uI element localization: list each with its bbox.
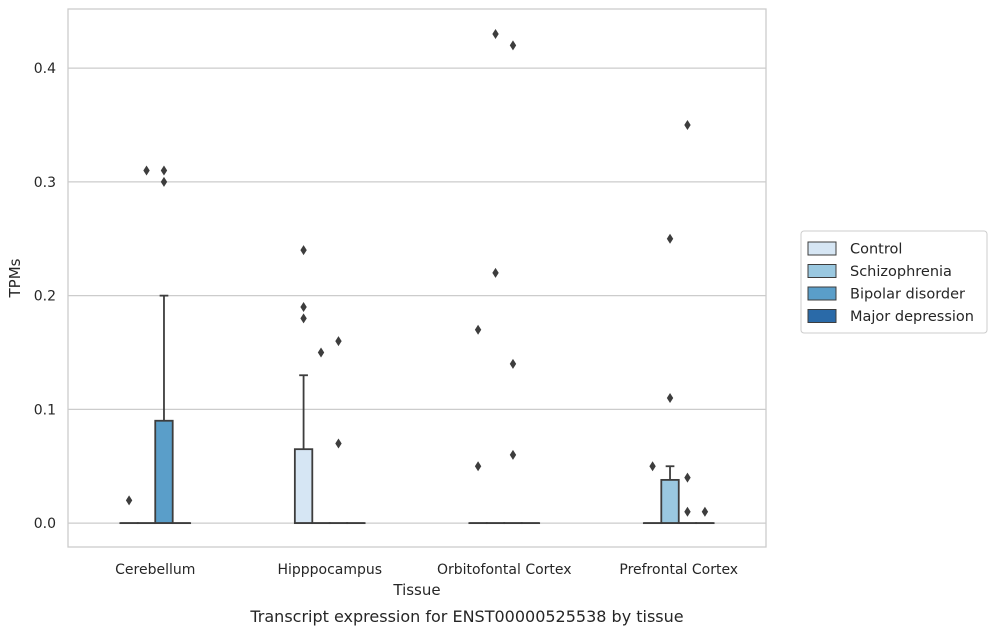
box-body	[293, 448, 314, 525]
legend: Control Schizophrenia Bipolar disorder Majo…	[800, 230, 988, 334]
box-body	[660, 478, 680, 525]
outlier-point	[300, 245, 307, 256]
box-bipolar-disorder	[503, 40, 523, 525]
outlier-point	[509, 358, 517, 369]
outlier-point	[125, 495, 133, 506]
legend-swatch	[807, 309, 837, 323]
box-control	[119, 495, 139, 525]
outlier-point	[666, 392, 674, 403]
outlier-point	[474, 461, 482, 472]
x-tick-label: Hipppocampus	[277, 562, 382, 578]
box-schizophrenia	[311, 347, 331, 525]
box-control	[293, 245, 314, 525]
box-bipolar-disorder	[677, 120, 698, 525]
outlier-point	[300, 313, 307, 324]
box-control	[642, 461, 663, 525]
legend-swatch	[807, 286, 837, 301]
box-bipolar-disorder	[154, 165, 174, 525]
y-tick-label: 0.1	[34, 402, 56, 418]
outlier-point	[317, 347, 325, 358]
legend-label: Schizophrenia	[850, 264, 952, 280]
legend-label: Major depression	[850, 309, 974, 325]
y-tick-label: 0.2	[34, 289, 56, 305]
outlier-point	[684, 472, 691, 483]
outlier-point	[300, 302, 307, 313]
y-axis-label: TPMs	[6, 258, 24, 298]
x-axis-ticks: Cerebellum Hipppocampus Orbitofontal Corte…	[115, 562, 738, 578]
outlier-point	[684, 120, 691, 131]
outlier-point	[335, 336, 342, 347]
box-bipolar-disorder	[328, 336, 349, 525]
outlier-point	[666, 233, 674, 244]
box-major-depression	[695, 506, 715, 525]
outlier-point	[684, 506, 691, 517]
x-tick-label: Prefrontal Cortex	[619, 562, 738, 578]
x-tick-label: Orbitofontal Cortex	[437, 562, 572, 578]
legend-label: Bipolar disorder	[850, 287, 965, 303]
y-tick-label: 0.3	[34, 175, 56, 191]
x-tick-label: Cerebellum	[115, 562, 195, 578]
outlier-point	[160, 176, 168, 187]
outlier-point	[509, 449, 517, 460]
plot-frame	[67, 8, 767, 548]
outlier-point	[335, 438, 342, 449]
box-control	[468, 324, 488, 525]
y-tick-label: 0.4	[34, 61, 56, 77]
y-axis-ticks: 0.0 0.1 0.2 0.3 0.4	[34, 61, 56, 532]
box-body	[154, 419, 174, 525]
legend-frame	[800, 230, 988, 334]
chart-caption: Transcript expression for ENST0000052553…	[249, 607, 683, 626]
outlier-point	[509, 40, 517, 51]
box-schizophrenia	[485, 29, 506, 525]
outlier-point	[143, 165, 150, 176]
outlier-point	[649, 461, 656, 472]
legend-swatch	[807, 264, 837, 278]
box-schizophrenia	[660, 233, 680, 525]
box-schizophrenia	[136, 165, 157, 525]
outlier-point	[160, 165, 168, 176]
box-plot-series	[119, 29, 715, 525]
outlier-point	[492, 267, 499, 278]
outlier-point	[492, 29, 499, 40]
outlier-point	[474, 324, 482, 335]
outlier-point	[701, 506, 709, 517]
legend-swatch	[807, 241, 837, 256]
legend-label: Control	[850, 242, 902, 258]
x-axis-label: Tissue	[392, 581, 440, 599]
y-tick-label: 0.0	[34, 516, 56, 532]
